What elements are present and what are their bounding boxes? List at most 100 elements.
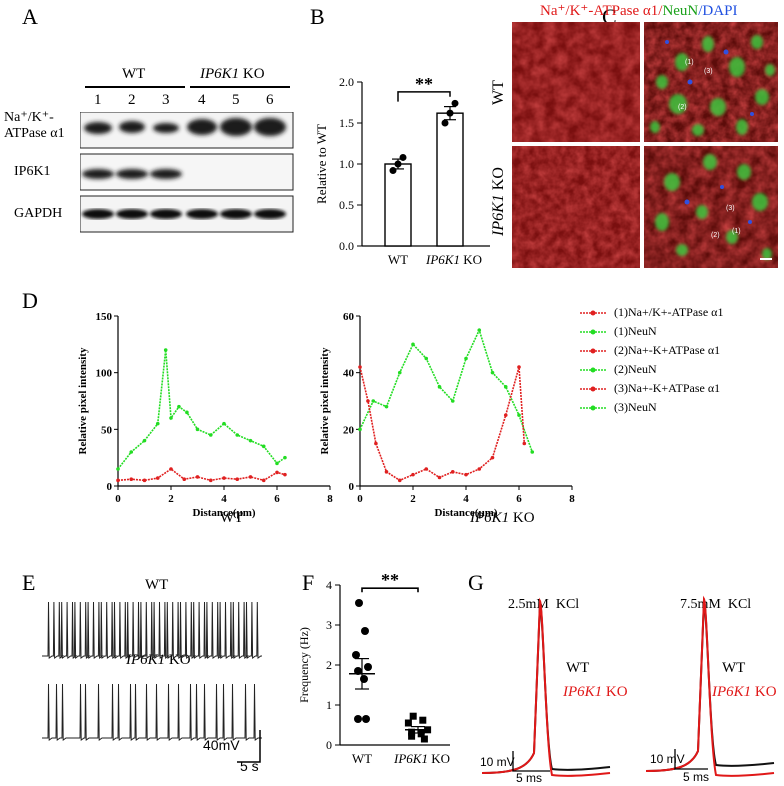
f-sig-bracket [361, 587, 419, 593]
d-right-x-tick-label: 0 [357, 493, 363, 505]
f-point-ko [417, 730, 425, 738]
d-legend-label: (2)NeuN [614, 362, 657, 376]
b-point [394, 160, 402, 168]
f-point-wt [364, 663, 372, 671]
d-left-series-point [129, 450, 134, 454]
f-point-ko [409, 712, 417, 720]
g-legend-ko-1: IP6K1 KO [563, 684, 628, 700]
b-x-label-ko: IP6K1 KO [425, 252, 482, 267]
d-left-series-point [208, 478, 213, 483]
d-left-x-tick-label: 2 [168, 493, 174, 505]
f-point-wt [354, 667, 362, 675]
d-legend-label: (2)Na+-K+ATPase α1 [614, 343, 721, 357]
band-gapdh-5 [220, 209, 252, 219]
b-point [441, 119, 449, 127]
g-scale-voltage-1: 10 mV [480, 755, 515, 769]
d-right-y-axis-label: Relative pixel intensity [320, 347, 331, 454]
f-point-wt [354, 715, 362, 723]
d-right-series-point [477, 467, 482, 471]
d-left-series-point [155, 476, 160, 480]
d-right-series-point [371, 399, 376, 403]
band-nak-3 [153, 123, 179, 133]
d-left-y-axis-label: Relative pixel intensity [77, 347, 89, 454]
g-legend-wt-2: WT [722, 660, 746, 676]
g-scale-bar-1 [512, 751, 550, 772]
d-right-series-point [424, 356, 429, 361]
c-img-wt-red-texture [512, 22, 640, 142]
c-micrographs [512, 22, 778, 268]
d-right-y-tick-label: 0 [349, 481, 355, 493]
d-right-series-point [490, 455, 495, 460]
f-point-ko [404, 719, 412, 727]
d-right-series-point [450, 399, 455, 403]
d-right-series-point [503, 385, 508, 389]
d-right-series-point [411, 472, 415, 477]
d-right-x-tick-label: 4 [463, 493, 469, 505]
d-right-series-point [464, 472, 468, 477]
d-legend-swatch-marker [590, 405, 596, 410]
b-y-tick-label: 1.0 [339, 157, 354, 171]
d-left-series-point [116, 478, 120, 483]
g-cond-1: 2.5mM KCl [508, 597, 580, 612]
d-left-series-point [275, 470, 279, 475]
b-point [389, 167, 397, 175]
e-wt-label: WT [145, 577, 169, 593]
chart-d-left-line-profile: 0 50 100 150 0 2 4 6 8 Distance(μm) Relative pixel… [77, 311, 333, 519]
g-scale-voltage-2: 10 mV [650, 752, 685, 766]
d-right-x-tick-label: 2 [410, 493, 416, 505]
d-legend-swatch [580, 348, 606, 353]
e-scale-bar [237, 730, 261, 763]
f-y-tick-label: 4 [326, 578, 332, 592]
d-right-y-tick-label: 20 [343, 424, 355, 436]
d-right-y-tick-label: 60 [343, 311, 355, 323]
d-right-series-point [384, 470, 389, 474]
d-legend: (1)Na+/K+-ATPase α1 (1)NeuN (2)Na+-K+ATPas… [580, 303, 780, 417]
d-right-series-point [384, 404, 389, 409]
c-ko-neun-cells [655, 154, 772, 260]
band-ip6k1-1 [82, 169, 114, 179]
d-legend-swatch [580, 310, 606, 315]
f-y-tick-label: 1 [326, 698, 332, 712]
d-left-x-tick-label: 8 [327, 493, 333, 505]
b-bar-1 [436, 112, 464, 247]
d-right-series-line-1 [359, 366, 526, 482]
a-wt-underline [85, 86, 185, 88]
d-left-series-point [177, 404, 181, 409]
d-left-series-point [182, 477, 187, 481]
d-legend-label: (3)NeuN [614, 400, 657, 414]
band-nak-2 [119, 121, 145, 133]
d-left-series-line-1 [117, 468, 286, 482]
a-wt-label: WT [122, 66, 146, 82]
b-y-tick-label: 0.5 [339, 198, 354, 212]
d-left-series-line-0 [117, 349, 286, 470]
d-left-series-point [283, 455, 287, 460]
d-left-series-point [235, 433, 240, 437]
c-row-label-wt: WT [490, 80, 507, 105]
d-right-y-tick-label: 40 [343, 368, 355, 380]
d-legend-swatch-marker [590, 367, 596, 372]
d-left-series-point [195, 475, 200, 479]
d-right-series-point [517, 413, 521, 417]
panel-f-label: F [302, 570, 315, 595]
a-row-label-nak: Na⁺/K⁺- ATPase α1 [4, 110, 65, 141]
d-right-x-tick-label: 6 [516, 493, 522, 505]
f-point-ko [408, 732, 416, 740]
d-left-series-point [235, 477, 240, 481]
g-action-potentials [481, 595, 775, 777]
d-left-series-point [169, 467, 173, 471]
f-point-wt [361, 627, 369, 635]
band-ip6k1-2 [116, 169, 148, 179]
d-left-series-point [261, 444, 266, 449]
f-point-ko [408, 728, 416, 736]
d-legend-entry: (2)Na+-K+ATPase α1 [580, 341, 780, 360]
d-left-x-tick-label: 4 [221, 493, 227, 505]
d-legend-entry: (3)Na+-K+ATPase α1 [580, 379, 780, 398]
d-legend-swatch [580, 386, 606, 391]
b-y-tick-label: 2.0 [339, 75, 354, 89]
g-ap-ko-1 [481, 597, 611, 777]
f-x-label-ko: IP6K1 KO [393, 751, 450, 766]
band-nak-5 [220, 118, 252, 136]
c-marker-bottom-2: (2) [711, 232, 720, 239]
f-point-wt [352, 651, 360, 659]
chart-f-frequency: 0 1 2 3 4 Frequency (Hz) ** WT IP6K1 KO [297, 570, 450, 766]
